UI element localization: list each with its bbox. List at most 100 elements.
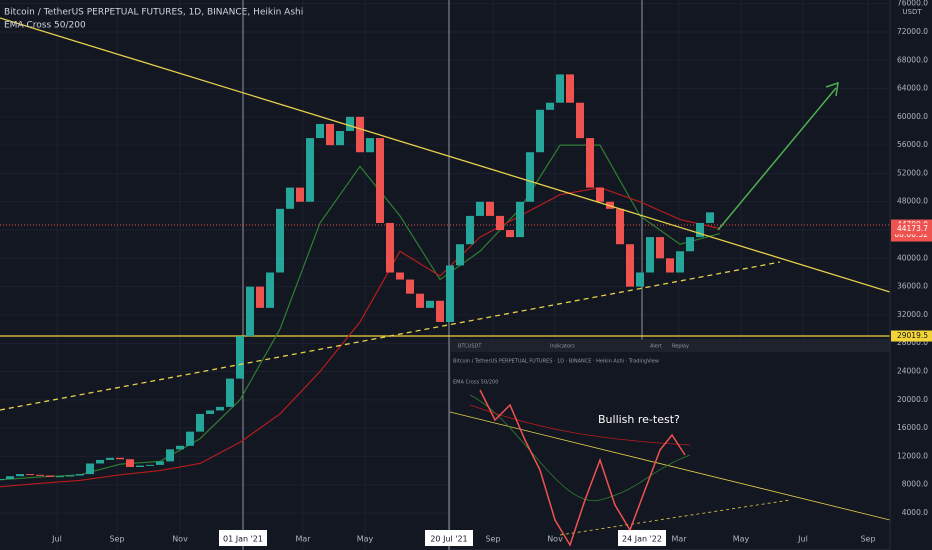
date-box <box>219 530 267 546</box>
toolbar-item[interactable]: Indicators <box>550 344 575 350</box>
toolbar-item[interactable]: Alert <box>650 344 662 350</box>
inset: BTCUSDT Bitcoin / TetherUS PERPETUAL FUT… <box>449 339 891 550</box>
trend-line <box>0 17 891 293</box>
price-label: 29019.5 <box>897 331 928 340</box>
candle-body <box>666 258 674 273</box>
candle-body <box>96 459 104 464</box>
y-tick-label: 60000.0 <box>897 112 928 121</box>
y-tick-label: 20000.0 <box>897 395 928 404</box>
candle-body <box>26 474 34 476</box>
x-tick-label: 01 Jan '21 <box>223 535 263 544</box>
x-tick-label: 24 Jan '22 <box>622 535 662 544</box>
candle-body <box>306 138 314 202</box>
candle-body <box>286 187 294 209</box>
inset-trend <box>449 411 891 521</box>
y-tick-label: 68000.0 <box>897 55 928 64</box>
date-box <box>425 530 473 546</box>
x-tick-label: Mar <box>671 535 687 544</box>
y-tick-label: 8000.0 <box>902 480 928 489</box>
candle-body <box>596 187 604 202</box>
candle-body <box>176 445 184 450</box>
candle-body <box>546 102 554 110</box>
x-tick-label: Jul <box>797 535 808 544</box>
inset-ema <box>469 394 691 502</box>
candle-body <box>626 244 634 287</box>
chart-title: Bitcoin / TetherUS PERPETUAL FUTURES, 1D… <box>4 8 303 18</box>
candle-body <box>116 457 124 460</box>
candle-body <box>206 410 214 414</box>
candle-body <box>336 131 344 146</box>
inset-frame <box>449 339 891 550</box>
candle-body <box>46 475 54 477</box>
x-tick-label: May <box>357 535 374 544</box>
candle-body <box>386 222 394 273</box>
candle-body <box>686 237 694 252</box>
candle-body <box>356 116 364 153</box>
candle-body <box>396 272 404 280</box>
candle-body <box>226 378 234 407</box>
candle-body <box>706 212 714 223</box>
candle-body <box>406 279 414 294</box>
candle-body <box>526 152 534 202</box>
arrow-head <box>825 81 839 97</box>
inset-indicator: EMA Cross 50/200 <box>453 380 498 386</box>
candle-body <box>376 138 384 223</box>
y-tick-label: 32000.0 <box>897 310 928 319</box>
ema-line <box>0 186 721 488</box>
candle-body <box>56 476 64 478</box>
candle-body <box>416 293 424 308</box>
candle-body <box>486 201 494 216</box>
price-time: 08:06:52 <box>894 230 928 239</box>
candle-body <box>616 208 624 245</box>
x-tick-label: Sep <box>109 535 124 544</box>
candle-body <box>136 465 144 468</box>
x-tick-label: Nov <box>172 535 188 544</box>
candle-body <box>346 116 354 132</box>
candle-body <box>326 123 334 146</box>
candle-body <box>656 237 664 259</box>
candle-body <box>126 459 134 468</box>
axes: 4000.0 8000.0 12000.0 16000.0 20000.0 24000.0… <box>51 0 932 546</box>
candle-body <box>76 474 84 476</box>
candle-body <box>576 102 584 139</box>
toolbar-item[interactable]: Replay <box>672 344 689 350</box>
y-tick-label: 48000.0 <box>897 197 928 206</box>
y-tick-label: 40000.0 <box>897 253 928 262</box>
x-tick-label: Sep <box>485 535 500 544</box>
candle-body <box>66 475 74 477</box>
y-tick-label: 12000.0 <box>897 451 928 460</box>
candle-body <box>366 138 374 153</box>
candle-body <box>146 464 154 466</box>
x-tick-label: Jul <box>51 535 62 544</box>
candle-body <box>186 431 194 446</box>
candle-body <box>566 74 574 103</box>
candle-body <box>466 215 474 245</box>
x-tick-label: May <box>733 535 750 544</box>
price-box <box>891 223 932 235</box>
annotation: Bullish re-test? <box>598 413 680 426</box>
y-tick-label: 72000.0 <box>897 27 928 36</box>
candle-body <box>296 187 304 202</box>
y-tick-label: 56000.0 <box>897 140 928 149</box>
price-axis <box>890 0 932 550</box>
candle-body <box>446 265 454 323</box>
y-tick-label: 16000.0 <box>897 423 928 432</box>
candle-body <box>436 300 444 323</box>
candle-body <box>266 272 274 308</box>
inset-title: Bitcoin / TetherUS PERPETUAL FUTURES · 1… <box>453 359 659 365</box>
candle-body <box>106 457 114 460</box>
y-tick-label: 52000.0 <box>897 168 928 177</box>
candle-body <box>196 413 204 432</box>
plot <box>0 0 890 550</box>
support-line <box>0 261 781 411</box>
candle-body <box>456 244 464 266</box>
candle-body <box>556 74 564 103</box>
inset-price <box>479 389 686 547</box>
candle-body <box>676 251 684 273</box>
currency: USDT <box>902 8 922 16</box>
candle-body <box>636 272 644 287</box>
candle-body <box>216 406 224 411</box>
y-tick-label: 36000.0 <box>897 282 928 291</box>
inset-ema <box>469 404 691 446</box>
